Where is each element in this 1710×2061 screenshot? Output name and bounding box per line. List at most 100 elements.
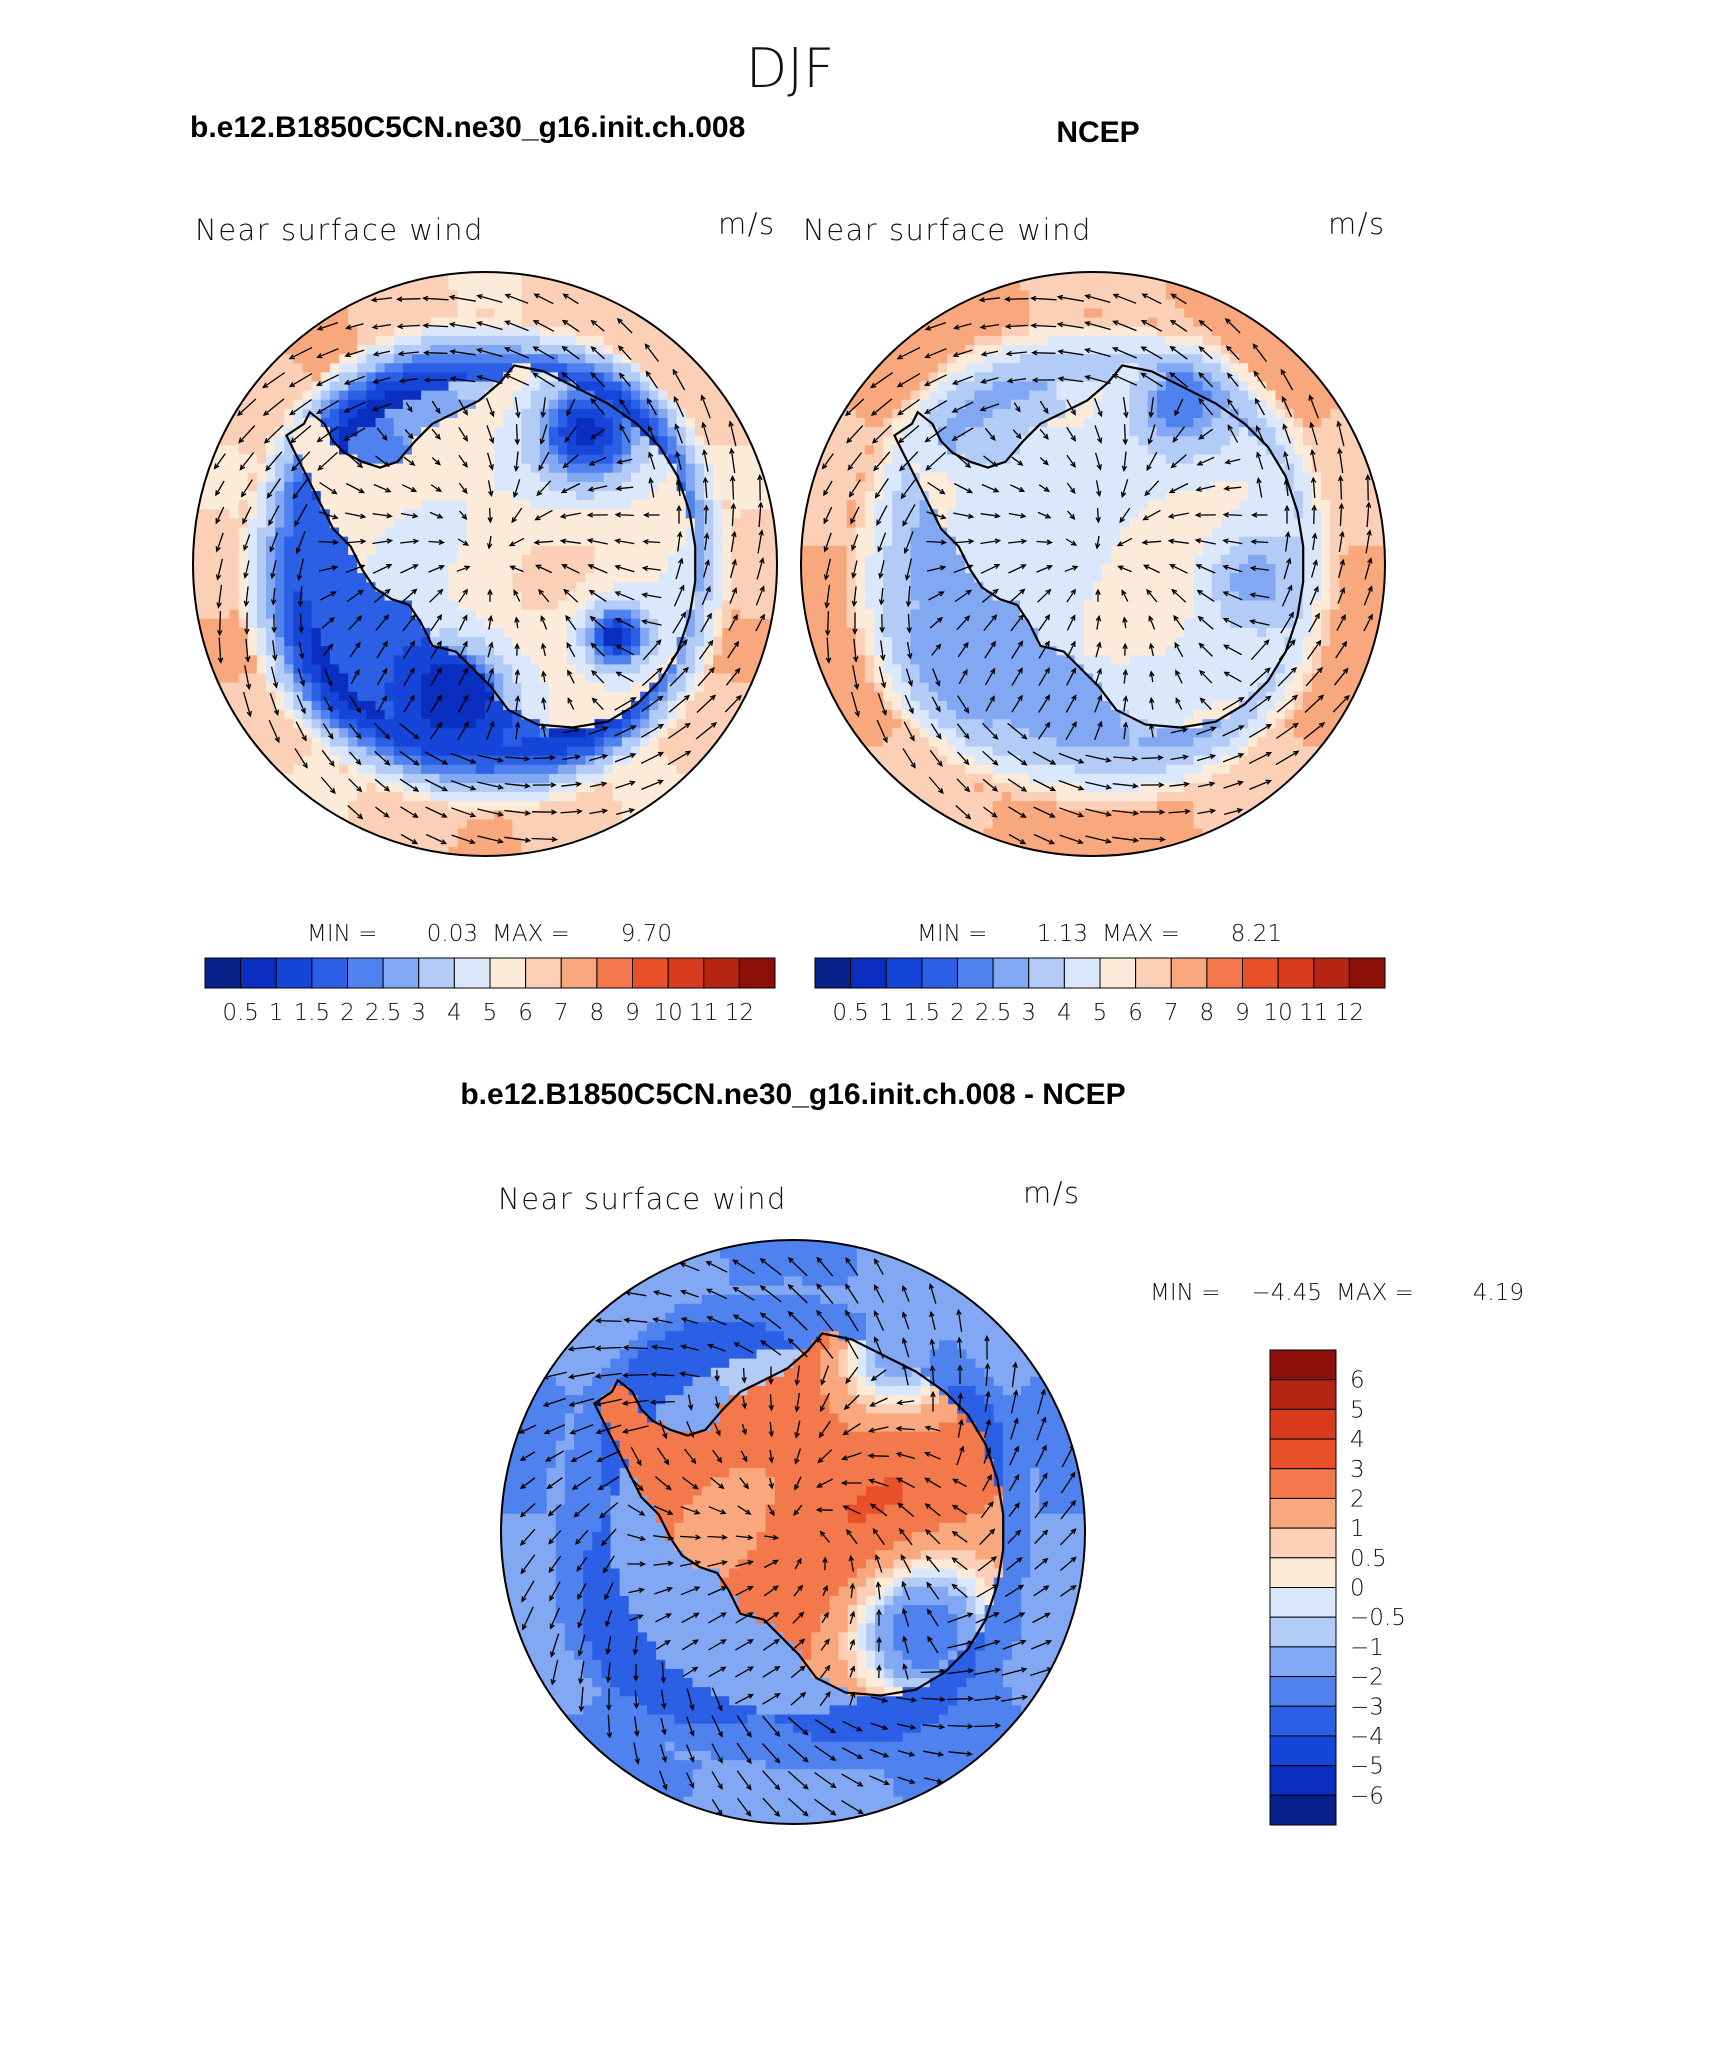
field-cell (548, 408, 559, 419)
field-cell (1001, 600, 1012, 611)
field-cell (910, 418, 921, 428)
field-cell (320, 408, 331, 419)
field-cell (466, 408, 477, 419)
field-cell (901, 646, 912, 656)
field-cell (676, 427, 687, 437)
field-cell (1029, 755, 1039, 766)
field-cell (302, 518, 313, 529)
field-cell (892, 646, 902, 656)
field-cell (293, 710, 304, 720)
field-cell (947, 810, 957, 821)
field-cell (393, 326, 404, 337)
field-cell (576, 710, 586, 720)
wind-vector (697, 666, 715, 687)
field-cell (621, 308, 632, 319)
field-cell (974, 491, 985, 501)
field-cell (992, 737, 1003, 748)
field-cell (621, 573, 632, 583)
field-cell (810, 600, 820, 611)
field-cell (855, 673, 866, 684)
field-cell (685, 737, 696, 748)
field-cell (956, 764, 966, 775)
field-cell (594, 527, 605, 538)
field-cell (539, 691, 550, 702)
field-cell (937, 445, 948, 456)
field-cell (348, 783, 358, 793)
field-cell (1029, 290, 1039, 300)
field-cell (631, 372, 641, 383)
field-cell (722, 472, 732, 483)
field-cell (494, 509, 504, 519)
field-cell (202, 582, 212, 592)
field-cell (284, 481, 294, 492)
field-cell (992, 819, 1003, 830)
field-cell (658, 363, 669, 373)
wind-vector (487, 588, 493, 602)
field-cell (266, 618, 276, 629)
wind-vector (401, 588, 418, 603)
field-cell (302, 454, 313, 465)
field-cell (621, 500, 632, 510)
field-cell (439, 846, 450, 856)
wind-vector (587, 485, 608, 492)
field-cell (430, 354, 440, 364)
field-cell (466, 801, 477, 811)
field-cell (238, 719, 249, 729)
field-cell (947, 646, 957, 656)
field-cell (612, 527, 623, 538)
field-cell (992, 564, 1003, 574)
field-cell (704, 710, 714, 720)
field-cell (603, 773, 614, 784)
field-cell (302, 728, 313, 738)
field-cell (503, 408, 513, 419)
wind-vector (371, 403, 392, 412)
field-cell (874, 536, 884, 547)
field-cell (837, 646, 848, 656)
field-cell (874, 481, 884, 492)
field-cell (855, 390, 866, 401)
field-cell (928, 491, 939, 501)
field-cell (329, 673, 340, 684)
field-cell (1029, 536, 1039, 547)
field-cell (965, 500, 975, 510)
field-cell (558, 500, 568, 510)
field-cell (937, 673, 948, 684)
field-cell (819, 618, 829, 629)
field-cell (965, 600, 975, 611)
field-cell (558, 454, 568, 465)
field-cell (947, 591, 957, 602)
field-cell (667, 673, 678, 684)
field-cell (430, 600, 440, 611)
field-cell (983, 646, 994, 656)
field-cell (247, 463, 258, 474)
field-cell (965, 773, 975, 784)
field-cell (302, 600, 313, 611)
field-cell (412, 445, 422, 456)
field-cell (247, 554, 258, 565)
field-cell (384, 627, 395, 638)
field-cell (974, 518, 985, 529)
field-cell (892, 500, 902, 510)
field-cell (992, 335, 1003, 346)
field-cell (439, 527, 450, 538)
wind-vector (217, 637, 224, 664)
field-cell (375, 308, 386, 319)
field-cell (512, 308, 523, 319)
field-cell (466, 427, 477, 437)
field-cell (485, 527, 495, 538)
field-cell (329, 637, 340, 647)
wind-vector (404, 429, 414, 440)
field-cell (457, 792, 468, 802)
field-cell (919, 399, 930, 410)
field-cell (539, 737, 550, 748)
field-cell (329, 573, 340, 583)
field-cell (846, 500, 857, 510)
field-cell (974, 755, 985, 766)
field-cell (457, 609, 468, 620)
field-cell (740, 609, 751, 620)
field-cell (640, 609, 650, 620)
field-cell (494, 801, 504, 811)
field-cell (475, 737, 486, 748)
wind-vector (538, 451, 550, 472)
field-cell (530, 700, 541, 711)
